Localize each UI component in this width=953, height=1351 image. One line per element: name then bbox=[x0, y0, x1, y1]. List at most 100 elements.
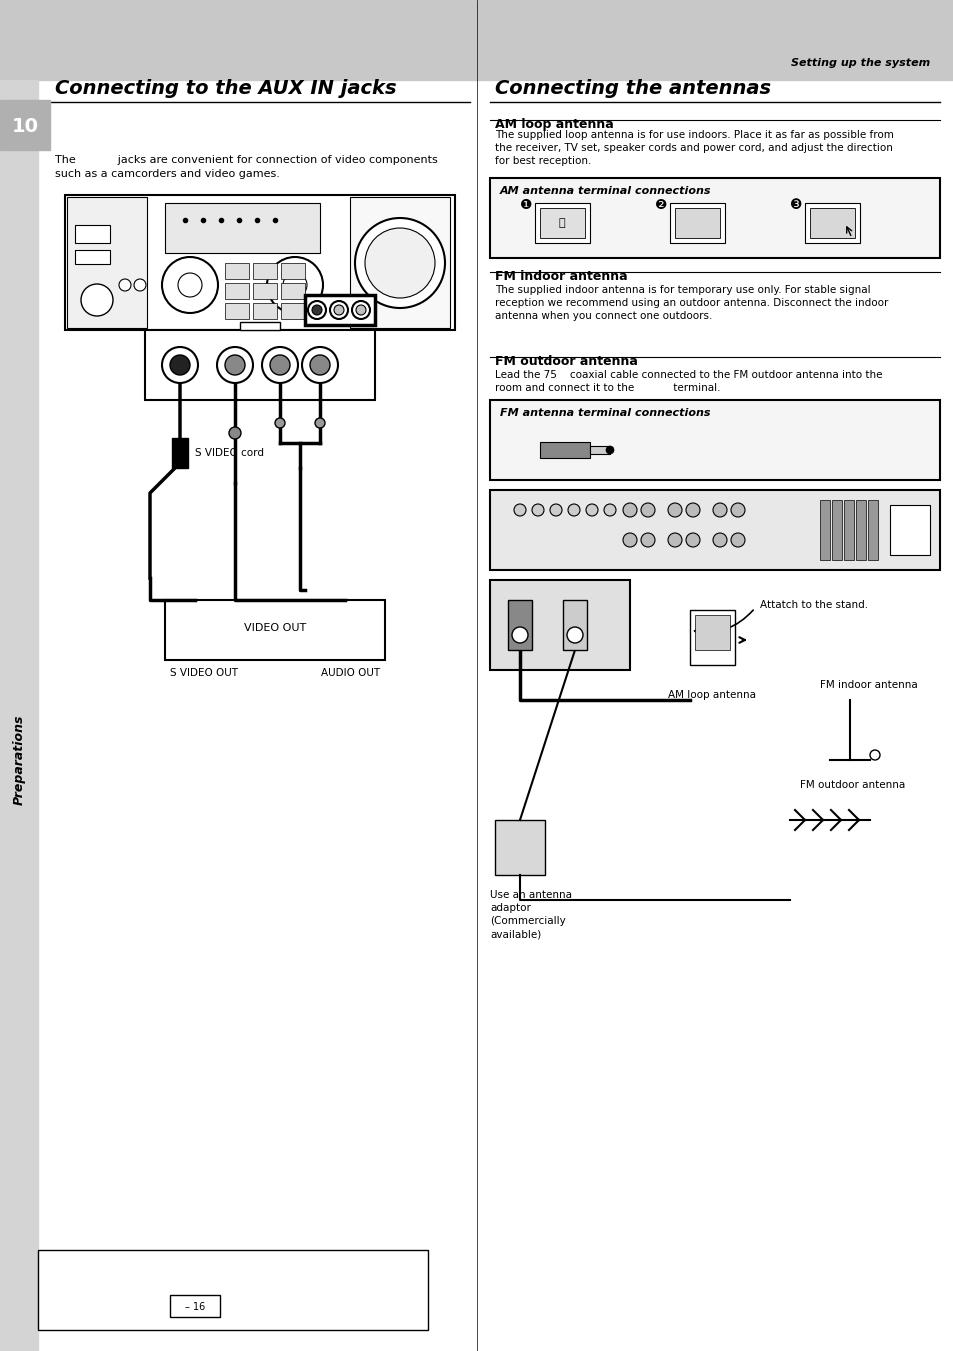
Text: FM outdoor antenna: FM outdoor antenna bbox=[800, 780, 904, 790]
Text: Setting up the system: Setting up the system bbox=[790, 58, 929, 68]
Circle shape bbox=[162, 347, 198, 382]
Circle shape bbox=[162, 257, 218, 313]
Text: The            jacks are convenient for connection of video components
such as a: The jacks are convenient for connection … bbox=[55, 155, 437, 178]
Circle shape bbox=[352, 301, 370, 319]
Bar bbox=[809, 208, 854, 238]
Text: Connecting the antennas: Connecting the antennas bbox=[495, 78, 770, 99]
Bar bbox=[225, 263, 249, 280]
Circle shape bbox=[622, 503, 637, 517]
Circle shape bbox=[302, 347, 337, 382]
Circle shape bbox=[869, 750, 879, 761]
Bar bbox=[589, 446, 609, 454]
Text: AM loop antenna: AM loop antenna bbox=[667, 690, 755, 700]
Circle shape bbox=[355, 305, 366, 315]
Bar bbox=[507, 600, 532, 650]
Bar bbox=[281, 282, 305, 299]
Circle shape bbox=[81, 284, 112, 316]
Bar bbox=[281, 303, 305, 319]
Bar bbox=[165, 600, 385, 661]
Bar bbox=[225, 303, 249, 319]
Bar bbox=[305, 295, 375, 326]
Bar bbox=[843, 500, 853, 561]
Bar bbox=[689, 611, 734, 665]
Bar bbox=[539, 208, 584, 238]
Circle shape bbox=[229, 427, 241, 439]
Bar bbox=[350, 197, 450, 328]
Circle shape bbox=[308, 301, 326, 319]
Text: AM antenna terminal connections: AM antenna terminal connections bbox=[499, 186, 711, 196]
Bar bbox=[65, 195, 455, 330]
Text: 10: 10 bbox=[11, 118, 38, 136]
Circle shape bbox=[667, 534, 681, 547]
Circle shape bbox=[312, 305, 322, 315]
Bar bbox=[0, 80, 38, 1351]
Circle shape bbox=[566, 627, 582, 643]
Circle shape bbox=[532, 504, 543, 516]
Text: AUDIO OUT: AUDIO OUT bbox=[320, 667, 379, 678]
Circle shape bbox=[567, 504, 579, 516]
Circle shape bbox=[512, 627, 527, 643]
Circle shape bbox=[667, 503, 681, 517]
Circle shape bbox=[685, 503, 700, 517]
Bar bbox=[240, 322, 280, 330]
Bar bbox=[0, 0, 953, 80]
Circle shape bbox=[225, 355, 245, 376]
Circle shape bbox=[310, 355, 330, 376]
Bar bbox=[820, 500, 829, 561]
Text: Lead the 75    coaxial cable connected to the FM outdoor antenna into the
room a: Lead the 75 coaxial cable connected to t… bbox=[495, 370, 882, 393]
Bar bbox=[67, 197, 147, 328]
Circle shape bbox=[640, 503, 655, 517]
Bar bbox=[669, 203, 724, 243]
Bar bbox=[0, 100, 50, 150]
Circle shape bbox=[603, 504, 616, 516]
Circle shape bbox=[270, 355, 290, 376]
Text: 👋: 👋 bbox=[558, 218, 565, 228]
Circle shape bbox=[622, 534, 637, 547]
Circle shape bbox=[119, 280, 131, 290]
Bar bbox=[490, 490, 939, 570]
Circle shape bbox=[178, 273, 202, 297]
Text: FM indoor antenna: FM indoor antenna bbox=[495, 270, 627, 282]
Bar bbox=[804, 203, 859, 243]
Circle shape bbox=[730, 534, 744, 547]
Circle shape bbox=[133, 280, 146, 290]
Bar bbox=[535, 203, 589, 243]
Bar bbox=[539, 442, 589, 458]
Text: FM outdoor antenna: FM outdoor antenna bbox=[495, 355, 638, 367]
Text: FM antenna terminal connections: FM antenna terminal connections bbox=[499, 408, 710, 417]
Circle shape bbox=[605, 446, 614, 454]
Bar bbox=[253, 263, 276, 280]
Bar bbox=[225, 282, 249, 299]
Text: S VIDEO OUT: S VIDEO OUT bbox=[170, 667, 237, 678]
Text: AM loop antenna: AM loop antenna bbox=[495, 118, 613, 131]
Bar bbox=[490, 580, 629, 670]
Circle shape bbox=[267, 257, 323, 313]
Circle shape bbox=[274, 417, 285, 428]
Bar bbox=[889, 505, 929, 555]
Text: Connecting to the AUX IN jacks: Connecting to the AUX IN jacks bbox=[55, 78, 396, 99]
Text: S VIDEO cord: S VIDEO cord bbox=[194, 449, 264, 458]
Text: The supplied loop antenna is for use indoors. Place it as far as possible from
t: The supplied loop antenna is for use ind… bbox=[495, 130, 893, 166]
Bar bbox=[675, 208, 720, 238]
Text: The supplied indoor antenna is for temporary use only. For stable signal
recepti: The supplied indoor antenna is for tempo… bbox=[495, 285, 887, 322]
Circle shape bbox=[712, 503, 726, 517]
Circle shape bbox=[334, 305, 344, 315]
Text: Use an antenna
adaptor
(Commercially
available): Use an antenna adaptor (Commercially ava… bbox=[490, 890, 572, 939]
Bar bbox=[867, 500, 877, 561]
Bar bbox=[253, 282, 276, 299]
Text: ❷: ❷ bbox=[655, 199, 667, 212]
Circle shape bbox=[685, 534, 700, 547]
Bar bbox=[145, 330, 375, 400]
Bar bbox=[172, 438, 188, 467]
Bar bbox=[170, 1296, 220, 1317]
Bar bbox=[495, 820, 544, 875]
Text: Attatch to the stand.: Attatch to the stand. bbox=[760, 600, 867, 611]
Circle shape bbox=[216, 347, 253, 382]
Circle shape bbox=[585, 504, 598, 516]
Circle shape bbox=[262, 347, 297, 382]
Circle shape bbox=[170, 355, 190, 376]
Text: VIDEO OUT: VIDEO OUT bbox=[244, 623, 306, 634]
Text: ❸: ❸ bbox=[789, 199, 801, 212]
Circle shape bbox=[355, 218, 444, 308]
Bar bbox=[490, 400, 939, 480]
